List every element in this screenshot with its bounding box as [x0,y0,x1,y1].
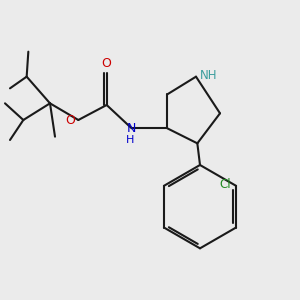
Text: N: N [127,122,136,135]
Text: Cl: Cl [219,178,231,191]
Text: O: O [65,113,75,127]
Text: O: O [102,57,112,70]
Text: NH: NH [200,69,217,82]
Text: H: H [126,135,134,145]
